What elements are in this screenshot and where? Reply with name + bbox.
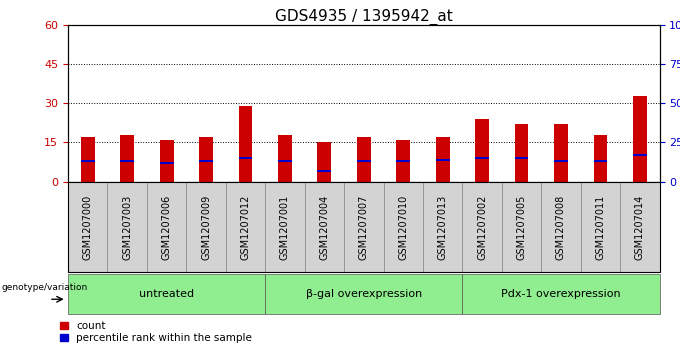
- Bar: [186, 182, 226, 272]
- Bar: [475, 157, 489, 159]
- Bar: [226, 182, 265, 272]
- Text: GSM1207011: GSM1207011: [596, 194, 605, 260]
- Bar: [594, 160, 607, 162]
- Text: genotype/variation: genotype/variation: [1, 283, 88, 292]
- Bar: [318, 170, 331, 172]
- Bar: [475, 119, 489, 182]
- Bar: [357, 160, 371, 162]
- Bar: [357, 137, 371, 182]
- Bar: [305, 182, 344, 272]
- Bar: [515, 157, 528, 159]
- Bar: [554, 124, 568, 182]
- Bar: [120, 135, 134, 182]
- Bar: [384, 182, 423, 272]
- Text: GSM1207010: GSM1207010: [398, 194, 408, 260]
- Bar: [515, 124, 528, 182]
- Text: GSM1207003: GSM1207003: [122, 194, 132, 260]
- Title: GDS4935 / 1395942_at: GDS4935 / 1395942_at: [275, 9, 453, 25]
- Bar: [541, 182, 581, 272]
- Bar: [160, 162, 173, 164]
- Bar: [344, 182, 384, 272]
- Bar: [502, 182, 541, 272]
- Text: untreated: untreated: [139, 289, 194, 299]
- Bar: [436, 137, 449, 182]
- Bar: [107, 182, 147, 272]
- Text: GSM1207013: GSM1207013: [438, 194, 447, 260]
- Bar: [265, 182, 305, 272]
- Bar: [239, 157, 252, 159]
- Bar: [239, 106, 252, 182]
- Text: GSM1207006: GSM1207006: [162, 194, 171, 260]
- Bar: [81, 160, 95, 162]
- Text: Pdx-1 overexpression: Pdx-1 overexpression: [501, 289, 621, 299]
- Bar: [594, 135, 607, 182]
- Legend: count, percentile rank within the sample: count, percentile rank within the sample: [60, 321, 252, 343]
- Bar: [199, 137, 213, 182]
- Bar: [68, 182, 107, 272]
- Bar: [581, 182, 620, 272]
- Bar: [68, 274, 265, 314]
- Bar: [423, 182, 462, 272]
- Text: GSM1207002: GSM1207002: [477, 194, 487, 260]
- Text: β-gal overexpression: β-gal overexpression: [306, 289, 422, 299]
- Bar: [147, 182, 186, 272]
- Text: GSM1207007: GSM1207007: [359, 194, 369, 260]
- Bar: [554, 160, 568, 162]
- Bar: [633, 95, 647, 182]
- Text: GSM1207004: GSM1207004: [320, 194, 329, 260]
- Bar: [199, 160, 213, 162]
- Text: GSM1207001: GSM1207001: [280, 194, 290, 260]
- Text: GSM1207009: GSM1207009: [201, 194, 211, 260]
- Bar: [160, 140, 173, 182]
- Bar: [120, 160, 134, 162]
- Bar: [436, 159, 449, 161]
- Text: GSM1207008: GSM1207008: [556, 194, 566, 260]
- Text: GSM1207000: GSM1207000: [83, 194, 92, 260]
- Bar: [396, 160, 410, 162]
- Bar: [396, 140, 410, 182]
- Bar: [318, 142, 331, 182]
- Bar: [633, 154, 647, 156]
- Bar: [265, 274, 462, 314]
- Text: GSM1207012: GSM1207012: [241, 194, 250, 260]
- Bar: [81, 137, 95, 182]
- Bar: [462, 182, 502, 272]
- Text: GSM1207005: GSM1207005: [517, 194, 526, 260]
- Bar: [462, 274, 660, 314]
- Bar: [278, 160, 292, 162]
- Bar: [620, 182, 660, 272]
- Text: GSM1207014: GSM1207014: [635, 194, 645, 260]
- Bar: [278, 135, 292, 182]
